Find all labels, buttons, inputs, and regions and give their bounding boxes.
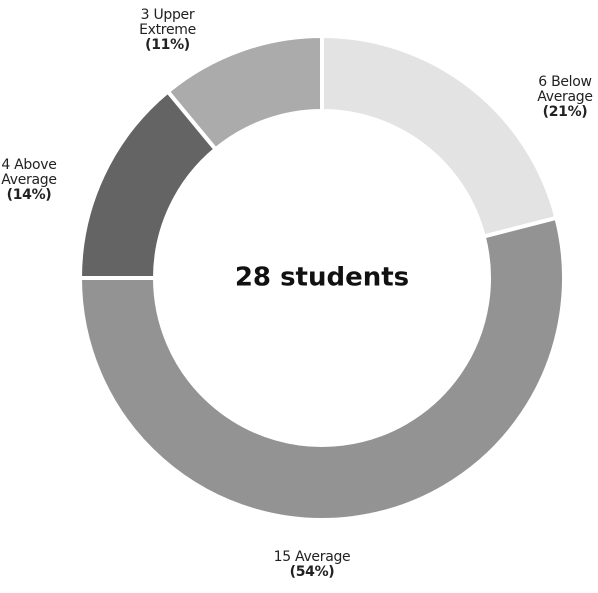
segment-count: 4: [1, 157, 10, 173]
segment-label: 15 Average (54%): [262, 550, 362, 580]
segment-count: 15: [273, 549, 292, 565]
donut-segment: [77, 88, 219, 280]
segment-category: Upper Extreme: [139, 7, 196, 38]
center-label: 28 students: [235, 263, 409, 293]
segment-percent: (21%): [542, 104, 588, 120]
segment-label: 6 Below Average (21%): [530, 75, 598, 120]
segment-percent: (14%): [6, 187, 52, 203]
donut-segment: [320, 33, 559, 239]
segment-category: Above Average: [1, 157, 57, 188]
segment-label: 4 Above Average (14%): [0, 158, 60, 203]
segment-percent: (54%): [289, 564, 335, 580]
segment-category: Below Average: [537, 74, 593, 105]
segment-count: 6: [538, 74, 547, 90]
segment-label: 3 Upper Extreme (11%): [130, 8, 205, 53]
segment-percent: (11%): [145, 37, 190, 53]
segment-category: Average: [294, 549, 351, 565]
donut-segment: [77, 215, 566, 522]
segment-count: 3: [140, 7, 150, 23]
